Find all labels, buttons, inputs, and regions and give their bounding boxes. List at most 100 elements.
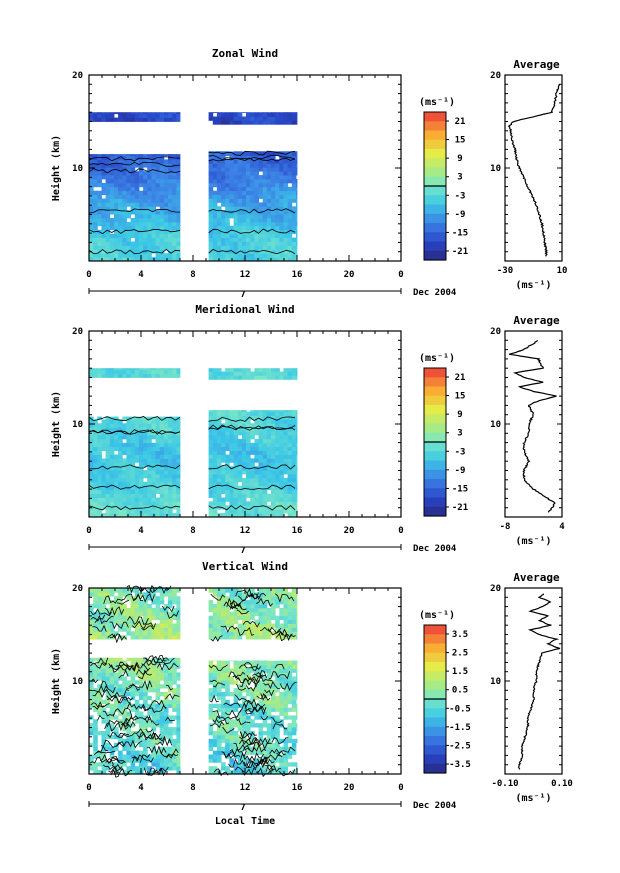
heatmap-cell	[105, 190, 111, 195]
heatmap-cell	[241, 249, 247, 254]
heatmap-cell	[93, 588, 98, 593]
heatmap-cell	[225, 159, 230, 164]
heatmap-cell	[229, 489, 234, 494]
heatmap-cell	[216, 462, 222, 467]
heatmap-cell	[105, 442, 111, 448]
heatmap-cell	[126, 237, 131, 242]
heatmap-cell	[216, 635, 222, 640]
heatmap-cell	[229, 151, 234, 156]
heatmap-cell	[266, 175, 272, 180]
heatmap-cell	[266, 692, 272, 697]
heatmap-cell	[254, 194, 259, 199]
colorbar-segment	[424, 386, 446, 397]
heatmap-cell	[271, 750, 276, 755]
heatmap-cell	[283, 210, 289, 215]
heatmap-cell	[296, 505, 298, 510]
heatmap-cell	[155, 668, 161, 673]
heatmap-cell	[212, 415, 218, 420]
heatmap-cell	[151, 182, 156, 188]
heatmap-cell	[237, 668, 243, 673]
heatmap-cell	[159, 719, 165, 724]
heatmap-cell	[118, 470, 123, 475]
heatmap-cell	[266, 253, 272, 258]
heatmap-cell	[138, 202, 144, 207]
heatmap-cell	[168, 477, 173, 483]
heatmap-cell	[237, 505, 243, 510]
heatmap-cell	[275, 470, 280, 475]
heatmap-cell	[134, 734, 140, 740]
heatmap-cell	[221, 703, 226, 708]
heatmap-cell	[172, 754, 177, 759]
heatmap-cell	[105, 179, 111, 184]
heatmap-cell	[212, 742, 218, 748]
heatmap-cell	[271, 171, 276, 176]
heatmap-cell	[151, 167, 156, 172]
heatmap-cell	[151, 485, 156, 491]
heatmap-cell	[151, 198, 156, 203]
heatmap-cell	[89, 611, 94, 617]
heatmap-cell	[147, 257, 152, 262]
heatmap-cell	[225, 167, 230, 172]
heatmap-cell	[208, 635, 214, 640]
heatmap-cell	[134, 454, 140, 459]
heatmap-cell	[241, 431, 247, 436]
heatmap-cell	[151, 458, 156, 463]
heatmap-cell	[172, 210, 177, 215]
heatmap-cell	[233, 233, 239, 238]
heatmap-cell	[283, 493, 289, 498]
heatmap-cell	[275, 210, 280, 215]
heatmap-cell	[138, 489, 144, 494]
heatmap-cell	[147, 627, 152, 632]
heatmap-cell	[163, 438, 169, 444]
heatmap-cell	[122, 198, 127, 203]
heatmap-cell	[105, 699, 111, 705]
heatmap-cell	[271, 249, 276, 254]
heatmap-cell	[155, 470, 161, 475]
heatmap-cell	[126, 179, 131, 184]
heatmap-cell	[216, 738, 222, 744]
heatmap-cell	[221, 411, 226, 416]
heatmap-cell	[93, 604, 98, 609]
heatmap-cell	[287, 501, 293, 506]
heatmap-cell	[275, 179, 280, 184]
heatmap-cell	[275, 431, 280, 436]
heatmap-cell	[163, 206, 169, 211]
heatmap-cell	[246, 692, 251, 697]
heatmap-cell	[130, 501, 136, 506]
heatmap-cell	[143, 619, 148, 624]
heatmap-cell	[229, 719, 234, 724]
heatmap-cell	[246, 218, 251, 223]
heatmap-cell	[172, 186, 177, 192]
heatmap-cell	[291, 619, 297, 624]
heatmap-cell	[262, 631, 268, 636]
heatmap-cell	[97, 198, 102, 203]
heatmap-cell	[266, 684, 272, 689]
heatmap-cell	[176, 766, 181, 771]
heatmap-cell	[237, 112, 243, 117]
heatmap-cell	[291, 715, 297, 720]
heatmap-cell	[258, 241, 264, 246]
heatmap-cell	[163, 368, 169, 371]
heatmap-cell	[147, 182, 152, 188]
heatmap-cell	[101, 635, 107, 640]
heatmap-cell	[287, 750, 293, 755]
heatmap-cell	[266, 450, 272, 455]
contour-line	[140, 753, 151, 763]
heatmap-cell	[212, 604, 218, 609]
contour-line	[95, 745, 108, 754]
heatmap-cell	[114, 501, 119, 506]
heatmap-cell	[212, 194, 218, 199]
heatmap-cell	[237, 155, 243, 160]
contour-line	[146, 766, 169, 777]
heatmap-cell	[250, 194, 255, 199]
heatmap-cell	[287, 112, 293, 113]
heatmap-cell	[101, 592, 107, 597]
heatmap-cell	[233, 770, 239, 775]
heatmap-cell	[130, 734, 136, 740]
heatmap-cell	[246, 723, 251, 728]
contour-line	[238, 662, 259, 671]
heatmap-cell	[221, 182, 226, 188]
heatmap-cell	[291, 194, 297, 199]
heatmap-cell	[105, 680, 111, 685]
heatmap-cell	[122, 202, 127, 207]
